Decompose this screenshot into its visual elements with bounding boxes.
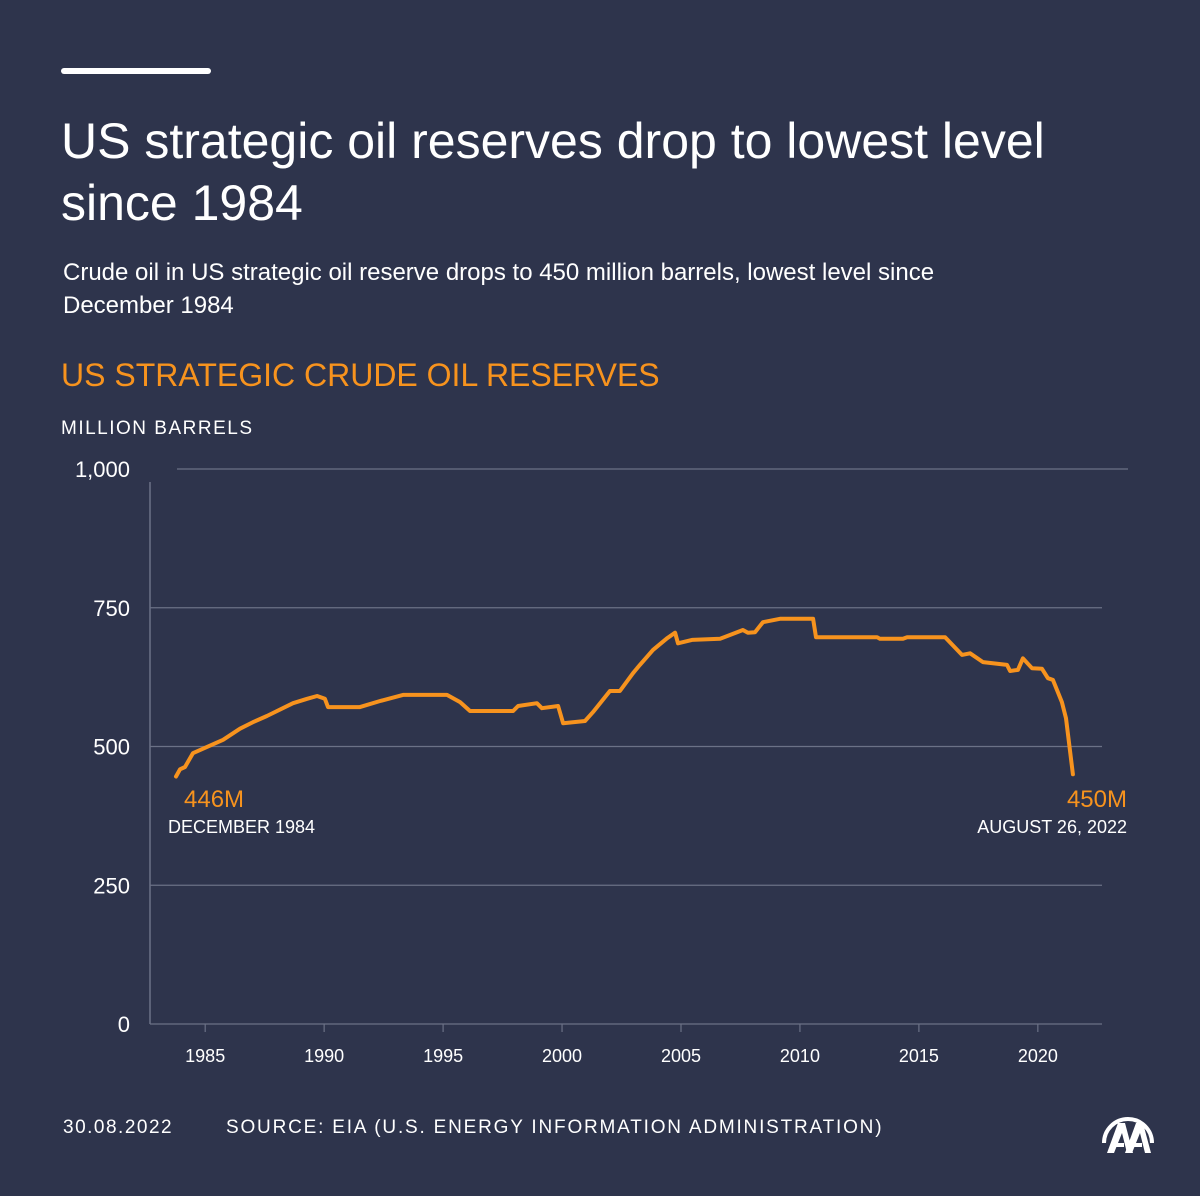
x-tick-label: 1995 [423, 1046, 463, 1066]
y-tick-label: 0 [118, 1012, 130, 1037]
y-axis-label: MILLION BARRELS [61, 418, 254, 439]
source-note: SOURCE: EIA (U.S. ENERGY INFORMATION ADM… [226, 1117, 884, 1138]
x-tick-label: 1985 [185, 1046, 225, 1066]
x-tick-label: 2005 [661, 1046, 701, 1066]
x-tick-label: 2000 [542, 1046, 582, 1066]
start-value-label: 446M [184, 786, 244, 813]
x-tick-label: 1990 [304, 1046, 344, 1066]
x-tick-label: 2015 [899, 1046, 939, 1066]
x-tick-label: 2010 [780, 1046, 820, 1066]
reserves-line [174, 616, 1075, 779]
y-tick-label: 500 [93, 735, 130, 760]
header-accent-bar [61, 68, 211, 74]
end-date-label: AUGUST 26, 2022 [977, 817, 1127, 837]
x-tick-label: 2020 [1018, 1046, 1058, 1066]
start-date-label: DECEMBER 1984 [168, 817, 315, 837]
page-title: US strategic oil reserves drop to lowest… [61, 113, 1045, 231]
y-tick-label: 1,000 [75, 457, 130, 482]
chart-title: US STRATEGIC CRUDE OIL RESERVES [61, 357, 660, 393]
y-tick-label: 250 [93, 873, 130, 898]
aa-logo [1098, 1103, 1158, 1160]
end-value-label: 450M [1067, 786, 1127, 813]
y-tick-label: 750 [93, 596, 130, 621]
publish-date: 30.08.2022 [63, 1117, 174, 1138]
page-subtitle: Crude oil in US strategic oil reserve dr… [63, 259, 935, 319]
